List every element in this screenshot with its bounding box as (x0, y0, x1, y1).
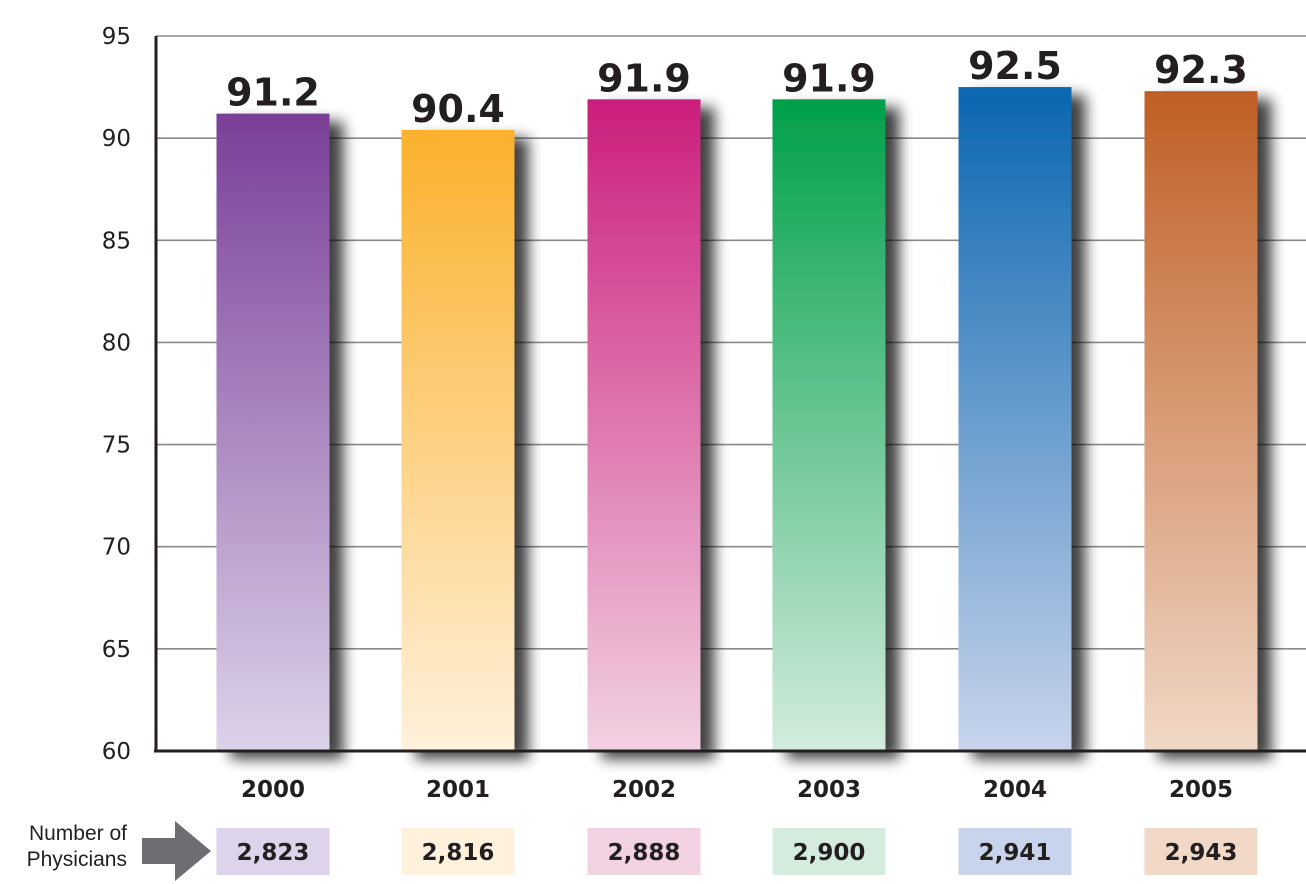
bar-2004 (958, 87, 1072, 752)
bar-2003 (772, 99, 886, 752)
bar-value-label: 92.3 (1154, 48, 1248, 92)
physician-counts: 2,823 2,816 2,888 2,900 2,941 2,943 (216, 828, 1258, 875)
bar-value-label: 92.5 (968, 44, 1062, 88)
gridlines (156, 35, 1306, 650)
physician-count-text: 2,888 (608, 840, 681, 866)
bar-value-label: 91.9 (782, 56, 876, 100)
physician-count-box (1144, 828, 1258, 875)
y-tick-label: 60 (102, 739, 131, 765)
right-arrow-icon (142, 821, 211, 881)
bar-value-label: 90.4 (411, 87, 505, 131)
physician-count-box (587, 828, 701, 875)
bar-value-labels: 91.2 90.4 91.9 91.9 92.5 92.3 (226, 44, 1248, 131)
axes (154, 36, 1306, 753)
bar-2002 (587, 99, 701, 752)
bars (216, 87, 1258, 752)
bar-2001 (401, 129, 515, 751)
x-category-label: 2002 (612, 777, 676, 803)
x-axis-category-labels: 2000 2001 2002 2003 2004 2005 (241, 777, 1233, 803)
physician-count-box (772, 828, 886, 875)
y-tick-label: 85 (102, 228, 131, 254)
bar-value-label: 91.2 (226, 71, 320, 115)
x-category-label: 2001 (426, 777, 490, 803)
physician-count-box (216, 828, 330, 875)
y-tick-label: 75 (102, 433, 131, 459)
physicians-row-label-line2: Physicians (27, 848, 127, 871)
y-tick-label: 80 (102, 330, 131, 356)
physicians-row-label-line1: Number of (29, 822, 127, 845)
bar-value-label: 91.9 (597, 56, 691, 100)
y-tick-label: 90 (102, 126, 131, 152)
x-category-label: 2004 (983, 777, 1047, 803)
physician-count-text: 2,900 (793, 840, 866, 866)
physician-count-box (958, 828, 1072, 875)
physician-count-text: 2,941 (979, 840, 1052, 866)
physician-count-text: 2,816 (422, 840, 495, 866)
y-tick-label: 95 (102, 24, 131, 50)
physicians-row: Number of Physicians 2,823 2,816 2,888 2,90… (27, 821, 1258, 881)
y-tick-label: 65 (102, 637, 131, 663)
physician-count-text: 2,943 (1165, 840, 1238, 866)
physician-count-text: 2,823 (237, 840, 310, 866)
bar-2000 (216, 113, 330, 752)
y-axis-tick-labels: 60 65 70 75 80 85 90 95 (102, 24, 131, 765)
bar-2005 (1144, 91, 1258, 751)
x-category-label: 2003 (797, 777, 861, 803)
x-category-label: 2005 (1169, 777, 1233, 803)
y-tick-label: 70 (102, 535, 131, 561)
x-category-label: 2000 (241, 777, 305, 803)
physician-count-box (401, 828, 515, 875)
